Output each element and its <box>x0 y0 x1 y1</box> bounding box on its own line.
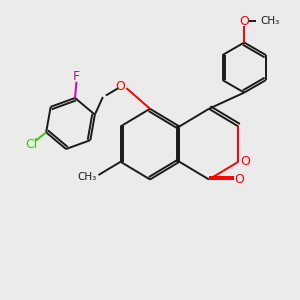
Text: O: O <box>115 80 125 93</box>
Text: Cl: Cl <box>25 138 38 151</box>
Text: O: O <box>234 173 244 186</box>
Text: CH₃: CH₃ <box>260 16 280 26</box>
Text: O: O <box>239 14 249 28</box>
Text: CH₃: CH₃ <box>78 172 97 182</box>
Text: O: O <box>240 155 250 168</box>
Text: F: F <box>73 70 80 83</box>
